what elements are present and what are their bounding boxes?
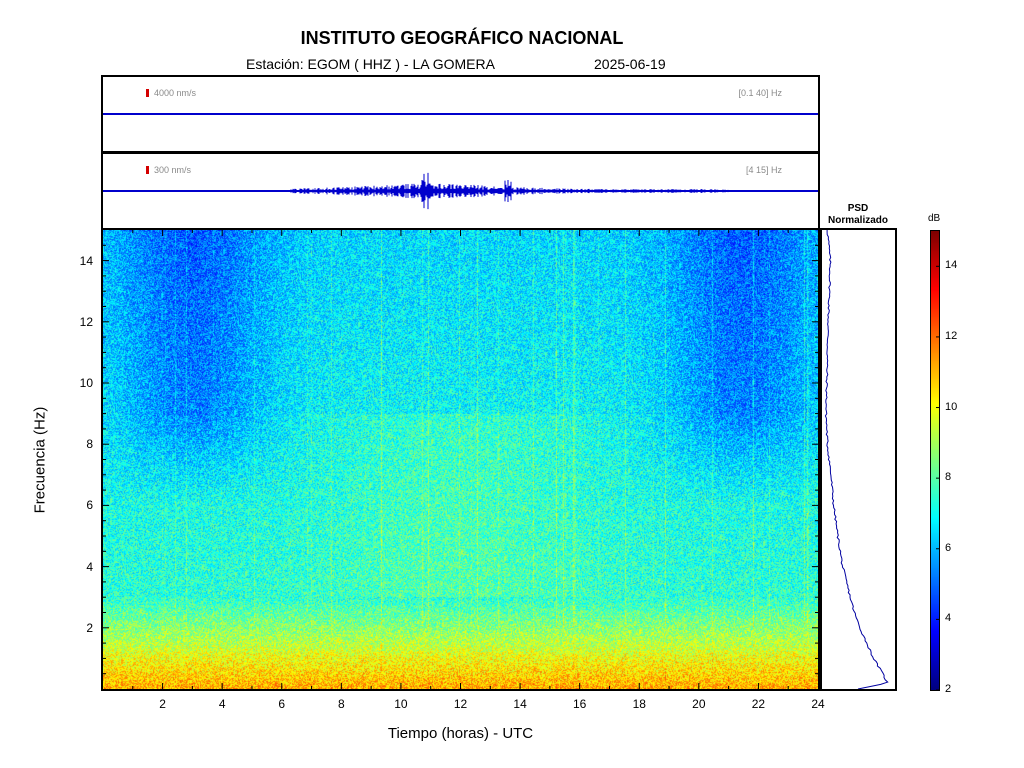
y-tick-label: 8 bbox=[86, 437, 93, 452]
y-tick-label: 12 bbox=[79, 314, 93, 329]
spectrogram-image bbox=[103, 230, 818, 689]
y-tick-label: 6 bbox=[86, 498, 93, 513]
x-tick-label: 12 bbox=[453, 697, 468, 711]
y-tick-label: 2 bbox=[86, 620, 93, 635]
colorbar bbox=[930, 230, 940, 691]
x-tick-label: 10 bbox=[394, 697, 408, 711]
chart-title: INSTITUTO GEOGRÁFICO NACIONAL bbox=[300, 28, 624, 48]
colorbar-tick-label: 10 bbox=[945, 400, 958, 413]
x-tick-label: 4 bbox=[218, 697, 226, 711]
y-axis-label: Frecuencia (Hz) bbox=[31, 406, 49, 514]
date-label: 2025-06-19 bbox=[594, 56, 666, 72]
x-tick-label: 18 bbox=[632, 697, 646, 711]
x-tick-label: 14 bbox=[513, 697, 527, 711]
filtered-waveform bbox=[103, 172, 818, 210]
psd-panel bbox=[820, 228, 897, 691]
trace-signal bbox=[103, 172, 818, 210]
trace-signal bbox=[103, 113, 818, 115]
x-tick-label: 22 bbox=[751, 697, 766, 711]
colorbar-tick-label: 2 bbox=[945, 683, 952, 695]
trace-scale-label: 4000 nm/s bbox=[154, 88, 197, 98]
broadband-waveform bbox=[103, 113, 818, 115]
x-tick-label: 24 bbox=[811, 697, 825, 711]
scale-bar-icon bbox=[146, 89, 149, 97]
psd-title-line2: Normalizado bbox=[827, 215, 888, 226]
colorbar-tick-label: 12 bbox=[945, 329, 958, 342]
x-tick-label: 16 bbox=[572, 697, 587, 711]
colorbar-unit-label: dB bbox=[928, 213, 941, 224]
scale-bar-icon bbox=[146, 166, 149, 174]
psd-series-line bbox=[824, 230, 889, 689]
colorbar-tick-label: 8 bbox=[945, 471, 952, 484]
x-tick-label: 20 bbox=[692, 697, 706, 711]
y-tick-label: 4 bbox=[86, 559, 93, 574]
broadband-trace-panel: 4000 nm/s [0.1 40] Hz bbox=[101, 75, 820, 153]
colorbar-tick-label: 4 bbox=[945, 612, 952, 625]
spectrogram bbox=[101, 228, 820, 691]
colorbar-gradient bbox=[931, 231, 939, 690]
x-tick-label: 8 bbox=[337, 697, 345, 711]
psd-curve bbox=[824, 230, 889, 689]
x-tick-label: 2 bbox=[159, 697, 166, 711]
y-tick-label: 14 bbox=[79, 253, 93, 268]
y-tick-label: 10 bbox=[79, 376, 93, 390]
colorbar-tick-label: 6 bbox=[945, 541, 952, 554]
colorbar-tick-label: 14 bbox=[945, 259, 958, 272]
trace-band-label: [0.1 40] Hz bbox=[738, 88, 782, 98]
psd-title-line1: PSD bbox=[847, 203, 869, 214]
psd-title: PSD Normalizado bbox=[818, 203, 898, 227]
station-label: Estación: EGOM ( HHZ ) - LA GOMERA bbox=[246, 56, 495, 72]
filtered-trace-panel: 300 nm/s [4 15] Hz bbox=[101, 152, 820, 230]
trace-band-label: [4 15] Hz bbox=[745, 165, 782, 175]
x-axis-label: Tiempo (horas) - UTC bbox=[387, 725, 534, 742]
trace-scale-label: 300 nm/s bbox=[154, 165, 192, 175]
x-tick-label: 6 bbox=[278, 697, 286, 711]
